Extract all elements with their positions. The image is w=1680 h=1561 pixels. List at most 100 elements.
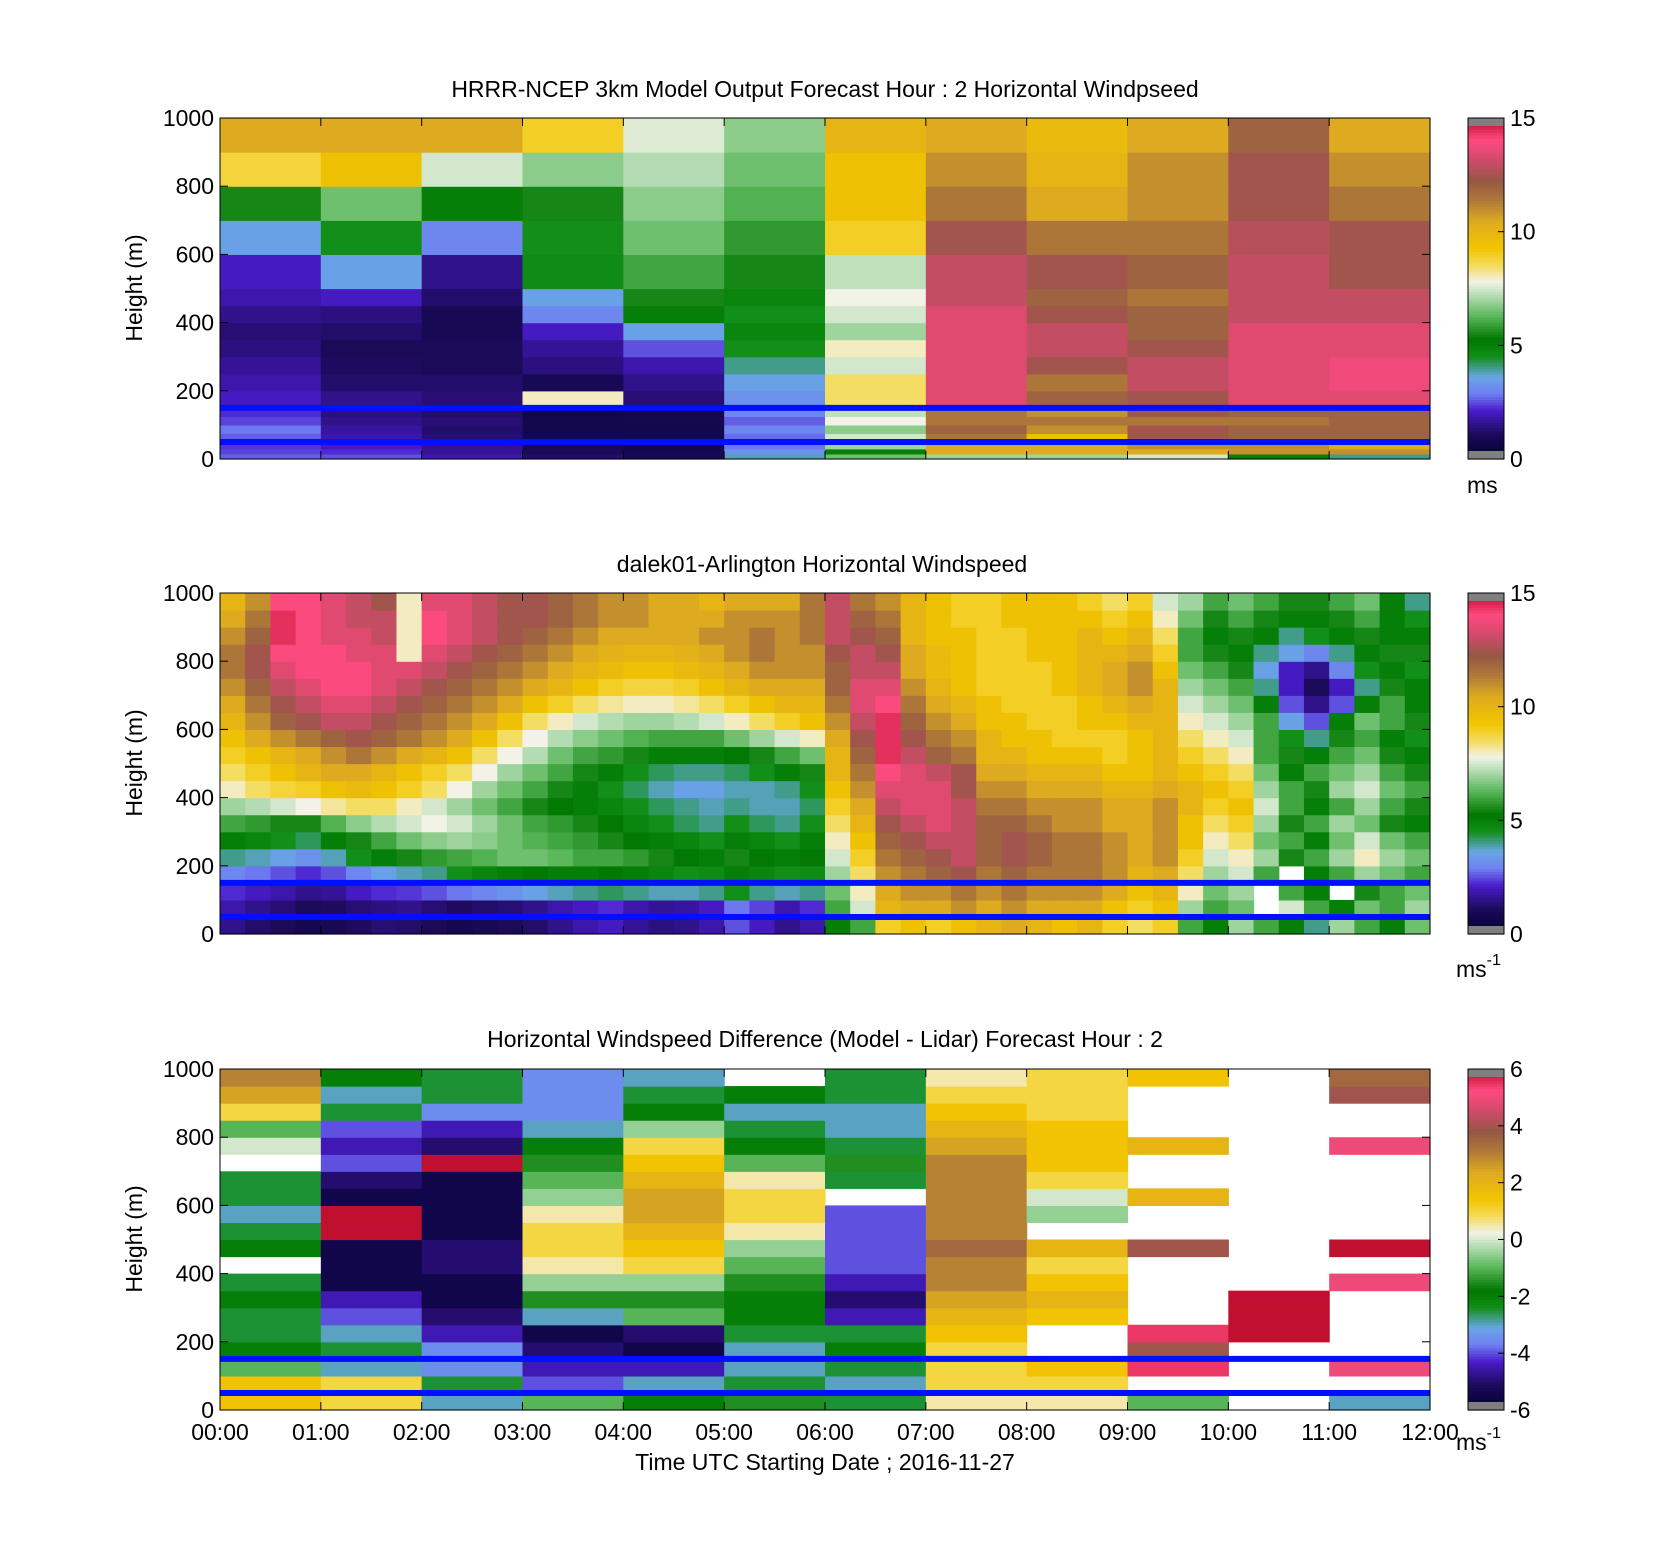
heatmap-cell (522, 831, 549, 850)
heatmap-cell (1026, 416, 1129, 426)
heatmap-cell (1026, 433, 1129, 440)
heatmap-cell (1102, 678, 1129, 696)
heatmap-cell (421, 254, 524, 290)
y-tick-label: 0 (201, 921, 214, 947)
colorbar-swatch (1468, 720, 1504, 725)
colorbar-swatch (1468, 908, 1504, 912)
heatmap-cell (522, 1307, 624, 1326)
heatmap-cell (1329, 407, 1431, 417)
colorbar-swatch (1468, 180, 1504, 184)
heatmap-cell (724, 443, 826, 450)
colorbar-swatch (1468, 700, 1504, 705)
heatmap-cell (320, 373, 423, 392)
heatmap-cell (825, 916, 851, 935)
heatmap-cell (1127, 288, 1229, 307)
colorbar-swatch (1468, 1392, 1504, 1397)
heatmap-cell (320, 1256, 423, 1275)
colorbar-swatch (1468, 345, 1504, 349)
heatmap-cell (572, 695, 599, 713)
heatmap-cell (245, 916, 272, 935)
heatmap-cell (1203, 797, 1229, 816)
heatmap-cell (472, 644, 498, 662)
colorbar-swatch (1468, 1245, 1504, 1249)
colorbar-swatch (1468, 865, 1504, 870)
colorbar-swatch (1468, 1327, 1504, 1332)
heatmap-cell (724, 1239, 826, 1258)
y-tick-label: 1000 (163, 1056, 214, 1082)
heatmap-cell (1404, 644, 1431, 662)
heatmap-cell (623, 322, 725, 341)
heatmap-cell (346, 831, 372, 850)
heatmap-cell (825, 763, 851, 782)
heatmap-cell (396, 780, 423, 799)
heatmap-cell (472, 831, 498, 850)
heatmap-cell (724, 407, 826, 417)
y-tick-label: 0 (201, 446, 214, 472)
x-tick-label: 00:00 (191, 1419, 249, 1445)
heatmap-cell (396, 865, 423, 884)
heatmap-cell (446, 746, 473, 765)
heatmap-cell (572, 814, 599, 833)
y-tick-label: 1000 (163, 105, 214, 131)
heatmap-cell (220, 424, 322, 435)
heatmap-cell (220, 712, 246, 730)
x-tick-label: 04:00 (595, 1419, 653, 1445)
heatmap-cell (825, 220, 927, 255)
heatmap-cell (724, 1222, 826, 1241)
heatmap-cell (547, 848, 574, 867)
colorbar-swatch (1468, 191, 1504, 196)
heatmap-cell (522, 1120, 624, 1138)
colorbar-swatch (1468, 661, 1504, 665)
heatmap-cell (825, 1171, 927, 1189)
colorbar-swatch (1468, 1302, 1504, 1306)
colorbar-swatch (1468, 1114, 1504, 1118)
heatmap-cell (320, 1069, 423, 1087)
panel-title: HRRR-NCEP 3km Model Output Forecast Hour… (451, 76, 1198, 102)
heatmap-cell (1303, 865, 1330, 884)
heatmap-cell (320, 797, 347, 816)
heatmap-cell (1203, 746, 1229, 765)
heatmap-cell (1228, 152, 1330, 187)
heatmap-cell (1253, 712, 1280, 730)
colorbar-swatch (1468, 1276, 1504, 1280)
heatmap-cell (421, 373, 524, 392)
heatmap-cell (270, 848, 297, 867)
colorbar-swatch (1468, 624, 1504, 628)
x-tick-label: 10:00 (1200, 1419, 1258, 1445)
heatmap-cell (648, 763, 675, 782)
heatmap-cell (1228, 814, 1255, 833)
heatmap-cell (1001, 899, 1028, 918)
heatmap-cell (825, 848, 851, 867)
heatmap-cell (1127, 1341, 1229, 1360)
heatmap-cell (1354, 593, 1381, 611)
colorbar-swatch (1468, 1185, 1504, 1189)
colorbar-swatch (1468, 186, 1504, 190)
heatmap-cell (799, 661, 826, 679)
heatmap-cell (850, 695, 877, 713)
heatmap-cell (1102, 780, 1129, 799)
heatmap-cell (1329, 610, 1355, 628)
colorbar-swatch (1468, 678, 1504, 682)
heatmap-cell (1051, 593, 1078, 611)
heatmap-cell (1329, 661, 1355, 679)
heatmap-cell (1329, 1069, 1431, 1087)
colorbar-swatch (1468, 328, 1504, 332)
colorbar-tick-label: 0 (1510, 921, 1523, 947)
heatmap-cell (472, 746, 498, 765)
colorbar-swatch (1468, 658, 1504, 662)
heatmap-cell (925, 593, 952, 611)
heatmap-cell (673, 678, 700, 696)
heatmap-cell (724, 1086, 826, 1104)
heatmap-cell (497, 916, 524, 935)
heatmap-cell (245, 678, 272, 696)
heatmap-cell (1203, 831, 1229, 850)
colorbar-swatch (1468, 200, 1504, 204)
heatmap-cell (1379, 916, 1406, 935)
heatmap-cell (1228, 288, 1330, 307)
heatmap-cell (1253, 678, 1280, 696)
colorbar-swatch (1468, 373, 1504, 378)
heatmap-cell (698, 780, 725, 799)
heatmap-cell (220, 1205, 322, 1224)
